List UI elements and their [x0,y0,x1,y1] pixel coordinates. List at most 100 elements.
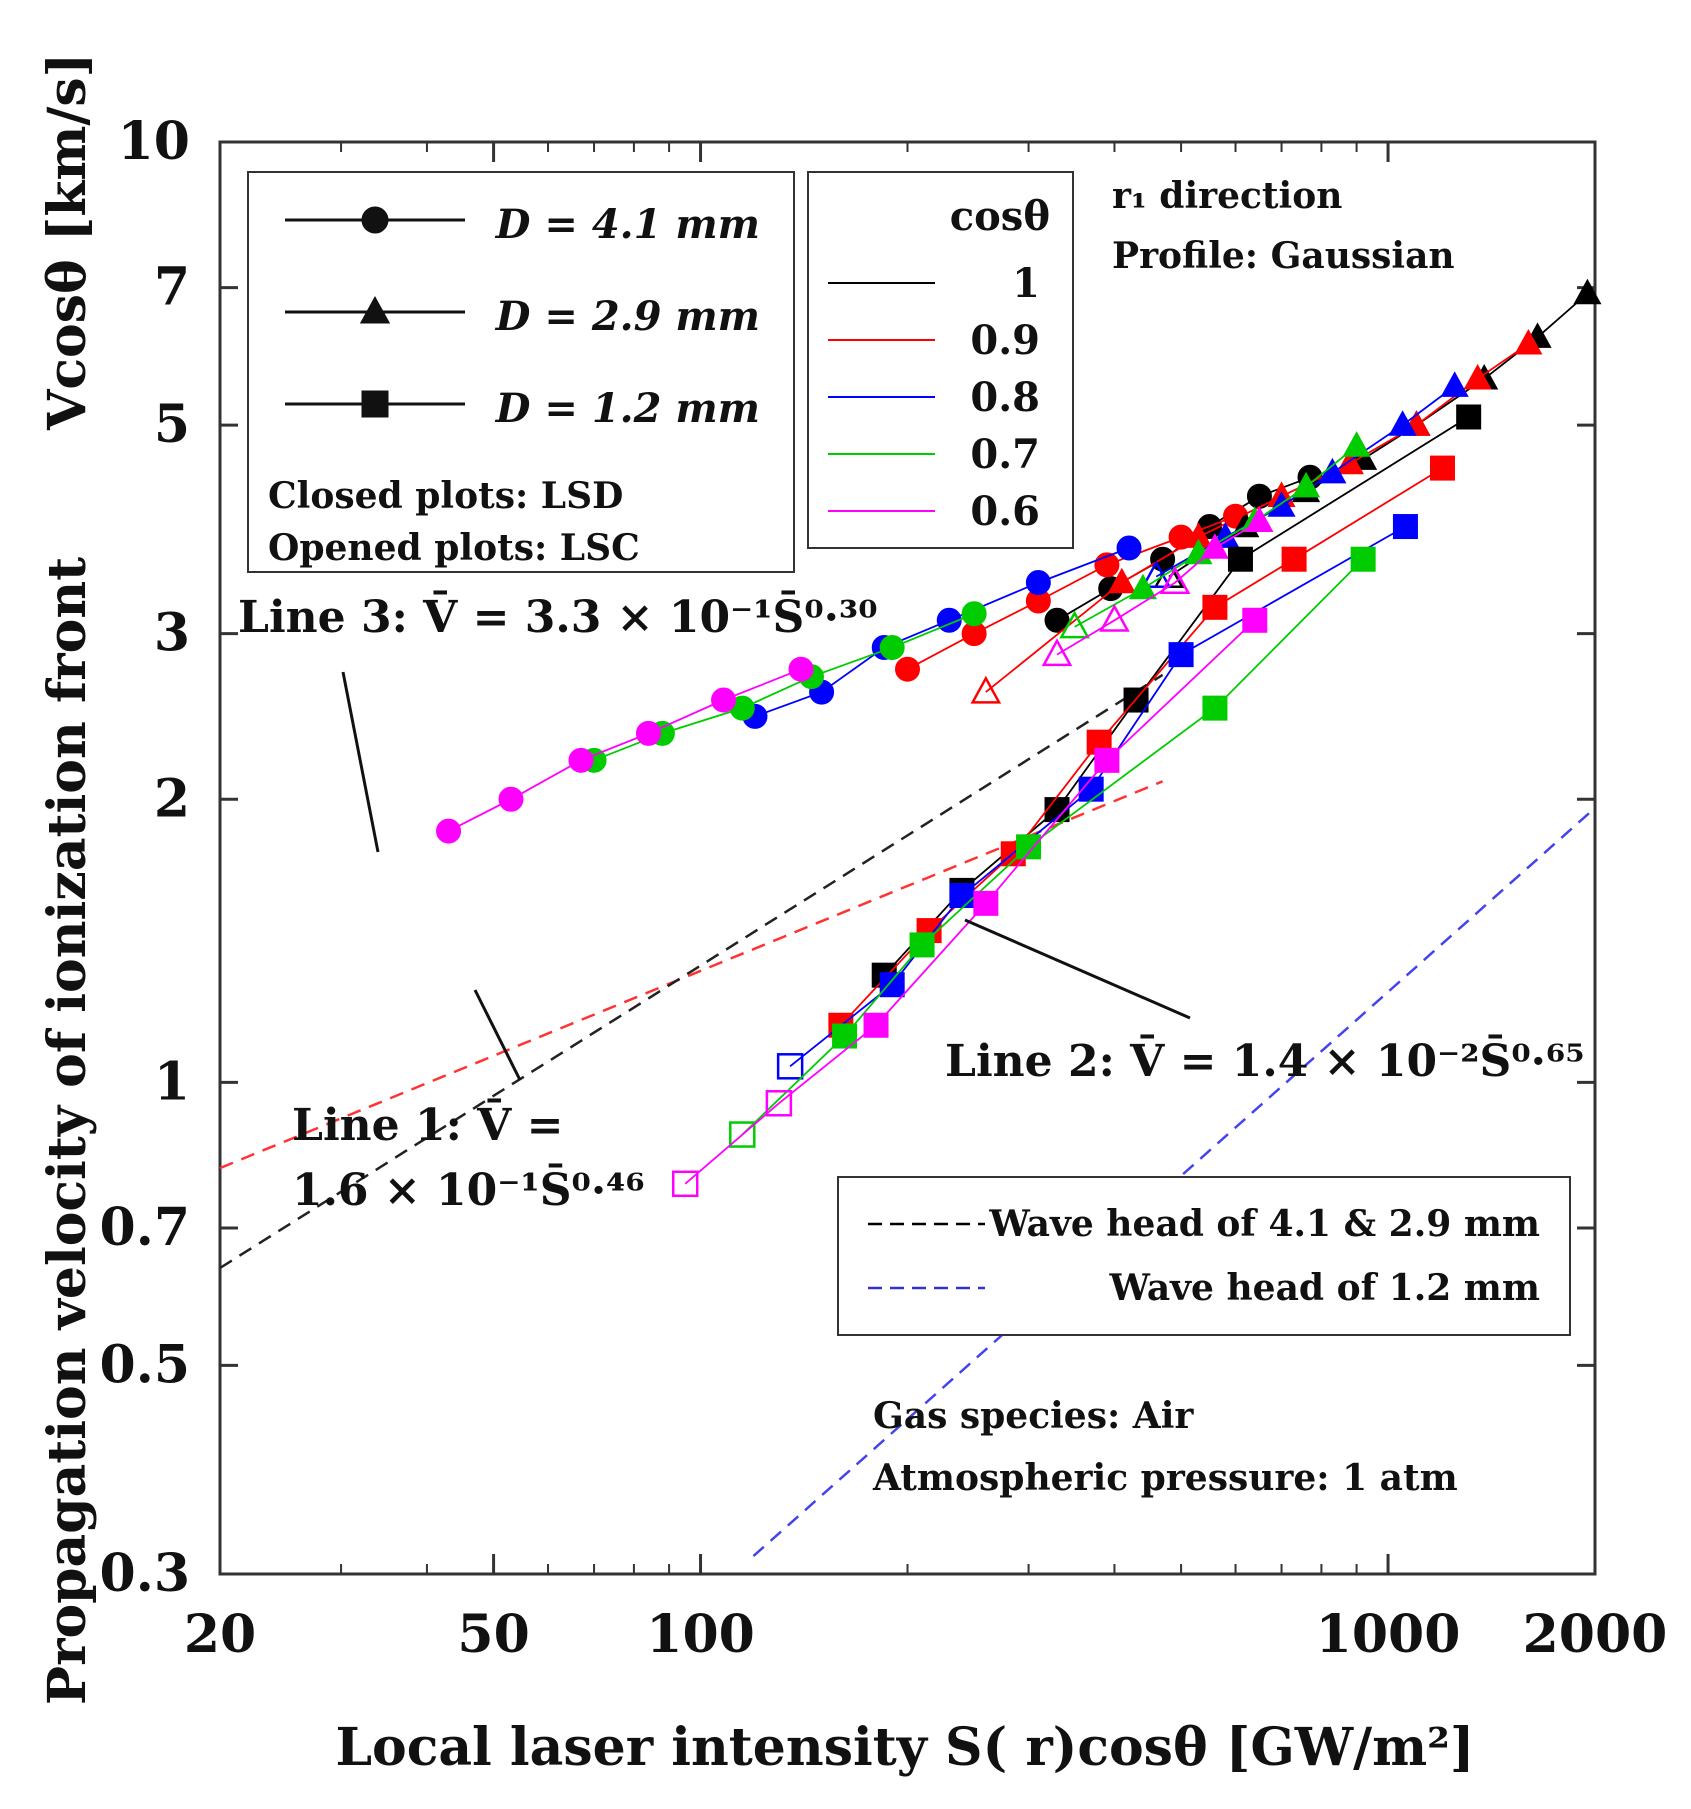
data-point [1159,566,1191,595]
data-point [1168,642,1194,668]
series [436,278,1602,1198]
marker-legend-symbol [359,296,391,324]
data-point [671,1170,699,1198]
data-point [1041,638,1073,667]
profile-annotation: Profile: Gaussian [1112,235,1455,277]
data-point [1245,506,1274,533]
data-point [635,720,661,746]
data-point [729,1121,756,1148]
legend-note-lsc: Opened plots: LSC [268,527,640,569]
gas-annotation: Gas species: Air [873,1395,1194,1437]
y-tick-label: 1 [154,1051,190,1112]
data-point [1016,834,1042,860]
data-point [1202,594,1228,620]
line1-annotation-a: Line 1: V̄ = [292,1097,563,1151]
data-point [1128,573,1157,600]
data-point [1456,404,1482,430]
data-point [909,932,935,958]
line1-annotation-b: 1.6 × 10⁻¹S̄⁰·⁴⁶ [292,1162,645,1216]
y-tick-label: 5 [154,394,190,455]
marker-legend-symbol [361,390,389,418]
cos-legend-label: 0.6 [970,488,1040,535]
cos-legend-label: 0.7 [970,431,1040,478]
x-tick-label: 1000 [1316,1604,1461,1665]
data-point [1350,546,1376,572]
data-point [1392,514,1418,540]
cos-legend-label: 0.9 [970,317,1040,364]
x-tick-label: 100 [646,1604,755,1665]
marker-legend-label: D = 2.9 mm [495,293,760,340]
data-point [1202,695,1228,721]
line2-pointer [964,918,1191,1020]
data-point [1281,546,1307,572]
line1-pointer [473,989,522,1081]
data-point [1025,570,1051,596]
data-point [1242,607,1268,633]
data-point [1200,533,1229,559]
data-point [863,1012,889,1038]
y-tick-label: 0.3 [100,1543,190,1604]
data-point [949,883,975,909]
data-point [788,656,814,682]
y-tick-label: 2 [154,768,190,829]
marker-legend-label: D = 4.1 mm [495,201,760,248]
data-point [568,747,594,773]
data-point [1227,546,1253,572]
cos-legend-label: 0.8 [970,374,1040,421]
data-point [961,601,987,627]
data-point [1140,560,1172,589]
wave-legend: Wave head of 4.1 & 2.9 mm Wave head of 1.… [868,1203,1540,1309]
data-point [879,635,905,661]
data-point [1342,431,1371,457]
y-tick-label: 0.7 [100,1197,190,1258]
ticks: 0.3 0.5 0.7 1 2 3 5 7 10 20 50 100 1000 2000 [100,111,1668,1665]
cos-legend-title: cosθ [950,193,1050,240]
x-tick-label: 2000 [1523,1604,1668,1665]
data-point [1116,535,1142,561]
cos-legend-label: 1 [1012,260,1040,307]
data-point [498,786,524,812]
fit-line [219,780,1164,1170]
wave-legend-box [837,1176,1571,1336]
marker-legend-box [247,171,795,573]
y-tick-label: 3 [154,603,190,664]
direction-annotation: r₁ direction [1112,175,1342,217]
marker-legend-symbol [361,206,389,234]
data-point [776,1053,804,1080]
line3-pointer [341,671,380,853]
series-line [1056,520,1260,656]
data-point [1246,483,1272,509]
marker-legend: D = 4.1 mm D = 2.9 mm D = 1.2 mm [285,201,760,432]
legend-note-lsd: Closed plots: LSD [268,475,623,517]
wave-legend-label: Wave head of 1.2 mm [1109,1267,1540,1309]
x-axis-label: Local laser intensity S( r)cosθ [GW/m²] [335,1717,1474,1778]
marker-legend-label: D = 1.2 mm [495,385,760,432]
x-tick-label: 20 [184,1604,256,1665]
data-point [1463,363,1492,390]
data-point [1573,278,1602,305]
data-point [1514,329,1543,355]
data-point [711,687,737,713]
y-axis-label-part2: Vcosθ [km/s] [37,53,98,431]
series-line [684,619,1256,1185]
data-point [973,890,999,916]
x-tick-label: 50 [457,1604,529,1665]
data-point [1388,410,1417,436]
line3-annotation: Line 3: V̄ = 3.3 × 10⁻¹S̄⁰·³⁰ [238,589,877,643]
data-point [436,818,462,844]
data-point [1094,747,1120,773]
y-tick-label: 10 [118,111,190,172]
data-point [1107,567,1136,594]
y-tick-label: 0.5 [100,1334,190,1395]
data-point [1440,371,1469,397]
y-tick-label: 7 [154,257,190,318]
data-point [1429,455,1455,481]
data-point [879,972,905,998]
data-point [765,1090,793,1117]
wave-legend-label: Wave head of 4.1 & 2.9 mm [988,1203,1540,1245]
data-point [895,656,920,682]
line2-annotation: Line 2: V̄ = 1.4 × 10⁻²S̄⁰·⁶⁵ [945,1033,1584,1087]
cos-legend-box [807,171,1074,549]
data-point [1292,471,1321,498]
